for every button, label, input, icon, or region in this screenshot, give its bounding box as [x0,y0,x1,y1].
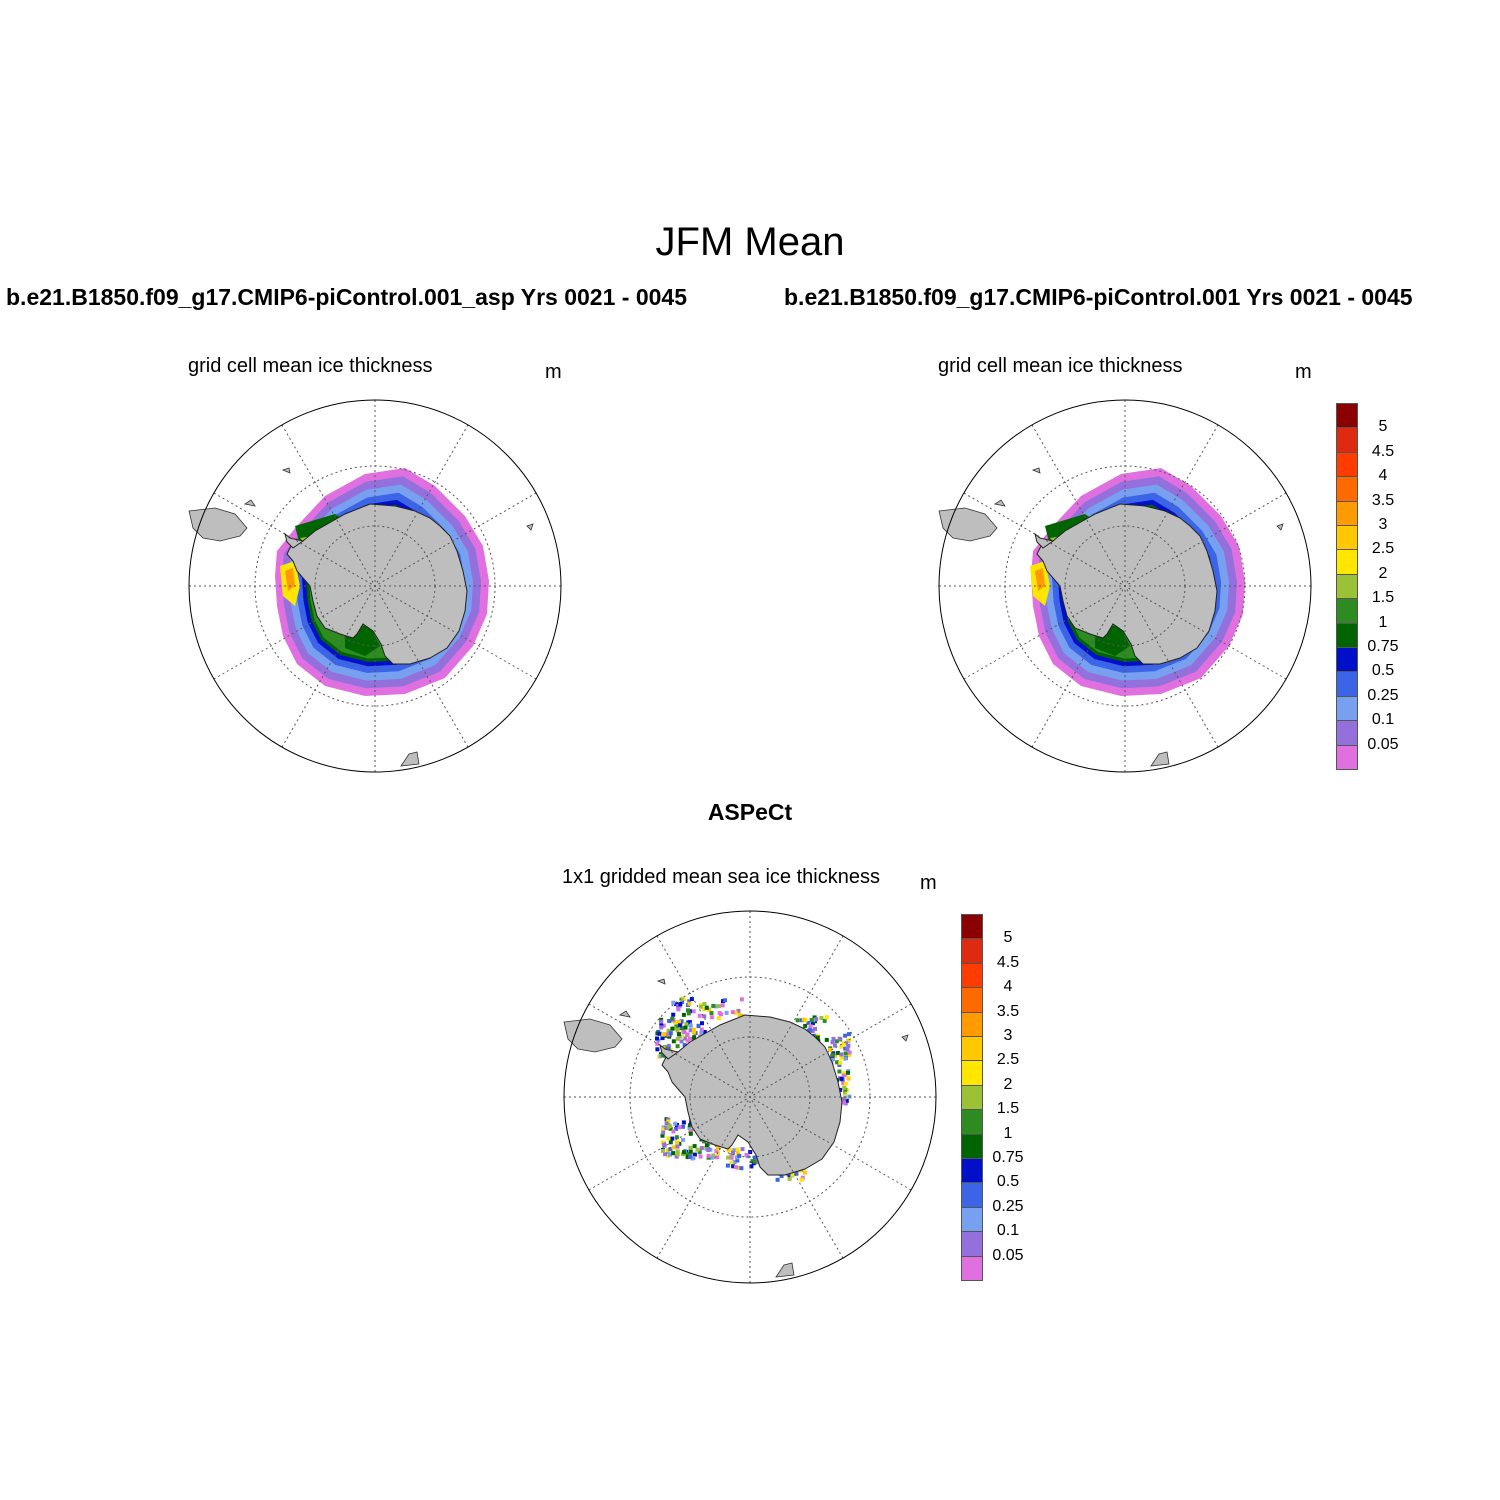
colorbar-label: 0.25 [1367,686,1399,704]
colorbar-swatch [1336,647,1358,673]
colorbar-swatch [1336,549,1358,575]
colorbar-swatch [961,1231,983,1257]
panel-2-units: m [1295,361,1312,383]
colorbar-swatch [961,1255,983,1281]
colorbar-swatch [1336,476,1358,502]
colorbar-label: 1 [1003,1124,1013,1142]
colorbar-label: 2.5 [1371,540,1395,558]
colorbar-label: 3 [1003,1027,1013,1044]
panel-3-polar-map [563,910,937,1284]
colorbar-label: 1.5 [1371,589,1395,607]
colorbar-swatch [961,987,983,1013]
colorbar-swatch [1336,573,1358,600]
colorbar-label: 0.75 [992,1149,1024,1166]
colorbar-swatch [961,1011,983,1037]
panel-2-colorbar: 5 4.5 4 3.5 3 2.5 2 1.5 1 0.75 0.5 0.25 0.1 0.05 [1336,403,1446,770]
colorbar-swatch [961,914,983,940]
panel-1-polar-map [188,399,562,773]
colorbar-label: 0.05 [1367,735,1399,753]
colorbar-swatch [1336,451,1358,478]
colorbar-label: 0.1 [996,1222,1020,1240]
panel-1-units: m [545,361,562,383]
colorbar-swatch [961,1182,983,1208]
colorbar-swatch [1336,622,1358,648]
colorbar-label: 5 [1003,929,1013,947]
colorbar-label: 4.5 [996,953,1020,971]
colorbar-label: 3.5 [1371,491,1395,509]
panel-2-case-title: b.e21.B1850.f09_g17.CMIP6-piControl.001 … [784,284,1413,310]
colorbar-swatch [961,1109,983,1135]
panel-1-subtitle: grid cell mean ice thickness [188,355,433,377]
panel-3-units: m [920,872,937,894]
main-title: JFM Mean [655,220,845,264]
colorbar-label: 0.5 [1371,662,1395,680]
panel-2-subtitle: grid cell mean ice thickness [938,355,1183,377]
colorbar-swatch [961,1133,983,1159]
panel-3-colorbar: 5 4.5 4 3.5 3 2.5 2 1.5 1 0.75 0.5 0.25 0.1 0.05 [961,914,1071,1281]
colorbar-label: 2.5 [996,1051,1020,1069]
colorbar-label: 3.5 [996,1002,1020,1020]
colorbar-swatch [1336,671,1358,697]
colorbar-label: 0.5 [996,1173,1020,1191]
panel-2-polar-map [938,399,1312,773]
colorbar-swatch [961,962,983,989]
colorbar-label: 5 [1378,418,1388,436]
colorbar-label: 1.5 [996,1100,1020,1118]
colorbar-label: 4.5 [1371,442,1395,460]
colorbar-label: 1 [1378,613,1388,631]
colorbar-label: 0.75 [1367,638,1399,655]
colorbar-swatch [961,1036,983,1062]
colorbar-label: 4 [1003,978,1013,996]
colorbar-swatch [961,1084,983,1111]
colorbar-label: 2 [1003,1075,1013,1093]
colorbar-label: 0.05 [992,1246,1024,1264]
colorbar-swatch [1336,598,1358,624]
colorbar-swatch [1336,695,1358,722]
colorbar-label: 4 [1378,467,1388,485]
panel-1-case-title: b.e21.B1850.f09_g17.CMIP6-piControl.001_… [6,284,687,310]
colorbar-label: 0.1 [1371,711,1395,729]
colorbar-swatch [1336,427,1358,453]
colorbar-swatch [1336,744,1358,770]
colorbar-swatch [1336,500,1358,526]
panel-3-subtitle: 1x1 gridded mean sea ice thickness [562,866,880,888]
colorbar-swatch [1336,403,1358,429]
colorbar-swatch [961,938,983,964]
colorbar-swatch [1336,525,1358,551]
colorbar-label: 2 [1378,564,1388,582]
colorbar-swatch [961,1060,983,1086]
colorbar-swatch [961,1206,983,1233]
panel-3-case-title: ASPeCt [707,799,793,825]
colorbar-label: 0.25 [992,1197,1024,1215]
colorbar-label: 3 [1378,516,1388,533]
colorbar-swatch [961,1158,983,1184]
colorbar-swatch [1336,720,1358,746]
